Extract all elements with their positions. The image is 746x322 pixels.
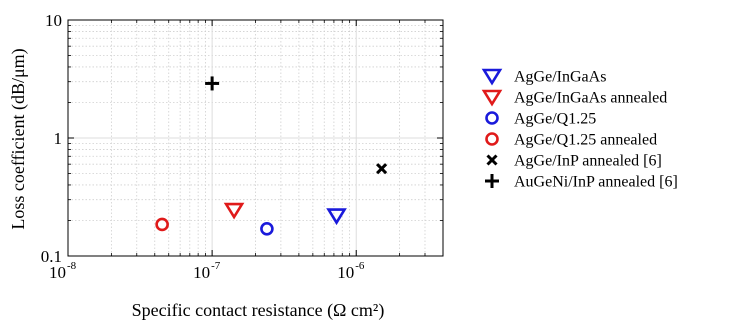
x-marker-stroke <box>486 154 498 166</box>
y-tick-label: 1 <box>54 129 63 148</box>
axis-ticks <box>67 19 443 257</box>
legend-label: AgGe/InGaAs <box>514 69 606 86</box>
legend-marker <box>486 154 498 166</box>
data-point <box>155 217 169 232</box>
data-point <box>376 163 388 175</box>
x-tick-exponent: -7 <box>211 260 221 272</box>
legend-item: AgGe/InP annealed [6] <box>486 153 662 170</box>
legend-label: AgGe/InP annealed [6] <box>514 153 662 170</box>
legend-marker <box>481 89 503 107</box>
legend-label: AgGe/Q1.25 <box>514 111 596 128</box>
legend-label: AgGe/Q1.25 annealed <box>514 132 657 149</box>
data-points <box>155 76 388 236</box>
y-tick-label: 0.1 <box>41 247 62 266</box>
data-point <box>223 202 245 220</box>
legend-label: AuGeNi/InP annealed [6] <box>514 174 678 191</box>
legend-item: AgGe/InGaAs annealed <box>481 89 667 107</box>
legend-marker <box>485 174 499 188</box>
legend-marker <box>485 132 499 146</box>
legend-marker <box>481 68 503 86</box>
x-tick-label: 10 -6 <box>337 260 365 282</box>
x-tick-labels: 10 -8 10 -7 10 -6 <box>49 260 365 282</box>
x-tick-base: 10 <box>49 263 66 282</box>
x-tick-exponent: -6 <box>355 260 365 272</box>
legend: AgGe/InGaAs AgGe/InGaAs annealed AgGe/Q1.2… <box>481 68 678 191</box>
data-point <box>326 208 347 226</box>
legend-marker <box>485 111 499 125</box>
y-tick-labels: 0.1 1 10 <box>41 11 62 266</box>
x-tick-base: 10 <box>193 263 210 282</box>
data-point <box>260 222 274 236</box>
legend-item: AgGe/Q1.25 annealed <box>485 132 657 149</box>
x-tick-label: 10 -7 <box>193 260 221 282</box>
y-tick-label: 10 <box>45 11 62 30</box>
x-tick-exponent: -8 <box>67 260 77 272</box>
major-grid <box>68 20 443 256</box>
y-axis-label: Loss coefficient (dB/μm) <box>8 48 29 229</box>
x-tick-base: 10 <box>337 263 354 282</box>
minor-grid <box>68 20 443 256</box>
legend-item: AuGeNi/InP annealed [6] <box>485 174 678 191</box>
legend-item: AgGe/Q1.25 <box>485 111 596 128</box>
x-tick-label: 10 -8 <box>49 260 77 282</box>
legend-item: AgGe/InGaAs <box>481 68 606 86</box>
x-marker-stroke <box>376 163 388 175</box>
x-axis-label: Specific contact resistance (Ω cm²) <box>132 300 385 321</box>
data-point <box>205 76 220 91</box>
legend-label: AgGe/InGaAs annealed <box>514 90 667 107</box>
